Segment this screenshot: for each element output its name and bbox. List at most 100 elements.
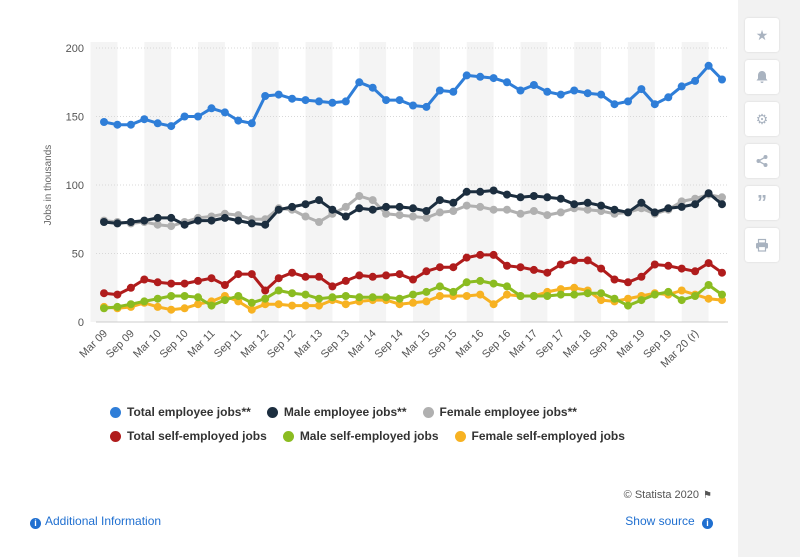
data-point [435, 263, 444, 272]
data-point [234, 216, 243, 225]
data-point [409, 204, 417, 213]
data-point [449, 263, 458, 272]
x-tick-label: Mar 15 [400, 328, 433, 361]
legend-item-total-self-employed[interactable]: Total self-employed jobs [110, 429, 267, 443]
data-point [624, 97, 632, 106]
data-point [449, 87, 458, 96]
data-point [153, 220, 162, 229]
data-point [677, 296, 686, 305]
data-point [449, 198, 458, 207]
statista-credit[interactable]: © Statista 2020 ⚑ [624, 489, 712, 501]
data-point [180, 292, 189, 300]
data-point [476, 276, 485, 285]
data-point [126, 283, 135, 292]
data-point [543, 292, 552, 300]
legend-item-female-self-employed[interactable]: Female self-employed jobs [454, 429, 625, 443]
data-point [409, 275, 417, 284]
data-point [637, 198, 646, 207]
data-point [194, 112, 202, 121]
data-point [503, 282, 511, 291]
data-point [247, 219, 256, 228]
data-point [476, 202, 485, 211]
data-point [368, 293, 377, 302]
notification-button[interactable] [745, 60, 779, 94]
data-point [610, 100, 619, 109]
data-point [610, 275, 619, 284]
data-point [180, 220, 189, 229]
cite-button[interactable]: ” [745, 186, 779, 220]
data-point [462, 201, 471, 210]
data-point [677, 202, 686, 211]
data-point [140, 115, 149, 124]
data-point [207, 274, 216, 283]
data-point [328, 98, 337, 107]
data-point [489, 300, 498, 309]
x-tick-label: Sep 16 [480, 328, 513, 361]
data-point [691, 200, 700, 209]
favorite-button[interactable]: ★ [745, 18, 779, 52]
data-point [100, 289, 108, 298]
print-button[interactable] [745, 228, 779, 262]
data-point [624, 294, 632, 303]
settings-button[interactable]: ⚙ [745, 102, 779, 136]
additional-information-link[interactable]: i Additional Information [30, 514, 161, 529]
data-point [650, 100, 659, 109]
data-point [328, 282, 337, 291]
data-point [516, 209, 525, 218]
data-point [610, 205, 619, 214]
data-point [422, 297, 431, 306]
x-tick-label: Sep 09 [104, 328, 137, 361]
data-point [395, 270, 404, 279]
legend-label: Female employee jobs** [439, 405, 577, 419]
data-point [704, 259, 713, 268]
data-point [220, 213, 229, 222]
legend-item-total-employee[interactable]: Total employee jobs** [110, 405, 251, 419]
data-point [341, 292, 350, 300]
x-tick-label: Sep 14 [373, 328, 406, 361]
data-point [597, 90, 606, 99]
data-point [153, 294, 162, 303]
x-tick-label: Mar 14 [346, 328, 379, 361]
data-point [503, 261, 511, 270]
data-point [126, 120, 135, 129]
data-point [288, 301, 297, 310]
data-point [247, 305, 256, 314]
data-point [315, 301, 323, 310]
plot-band [681, 42, 709, 322]
data-point [368, 196, 377, 205]
data-point [234, 116, 243, 125]
data-point [355, 204, 364, 213]
data-point [355, 293, 364, 302]
legend-item-female-employee[interactable]: Female employee jobs** [422, 405, 577, 419]
x-tick-label: Mar 16 [454, 328, 487, 361]
y-axis-label: Jobs in thousands [43, 145, 54, 226]
share-button[interactable] [745, 144, 779, 178]
data-point [194, 216, 202, 225]
data-point [489, 205, 498, 214]
legend-dot [454, 430, 466, 442]
data-point [395, 96, 404, 105]
data-point [476, 187, 485, 196]
plot-band [90, 42, 118, 322]
data-point [556, 290, 565, 299]
data-point [435, 282, 444, 291]
data-point [301, 272, 310, 281]
data-point [516, 292, 525, 300]
data-point [718, 200, 726, 209]
data-point [489, 250, 498, 259]
info-icon: i [702, 517, 713, 529]
legend-item-male-employee[interactable]: Male employee jobs** [266, 405, 407, 419]
data-point [529, 292, 538, 300]
show-source-link[interactable]: Show source i [625, 514, 713, 529]
x-tick-label: Sep 17 [534, 328, 567, 361]
data-point [435, 208, 444, 217]
data-point [650, 208, 659, 217]
data-point [503, 205, 511, 214]
x-tick-label: Sep 15 [426, 328, 459, 361]
data-point [462, 253, 471, 262]
legend-item-male-self-employed[interactable]: Male self-employed jobs [282, 429, 439, 443]
data-point [516, 263, 525, 272]
share-icon [756, 155, 768, 167]
data-point [718, 75, 726, 84]
data-point [167, 279, 176, 288]
